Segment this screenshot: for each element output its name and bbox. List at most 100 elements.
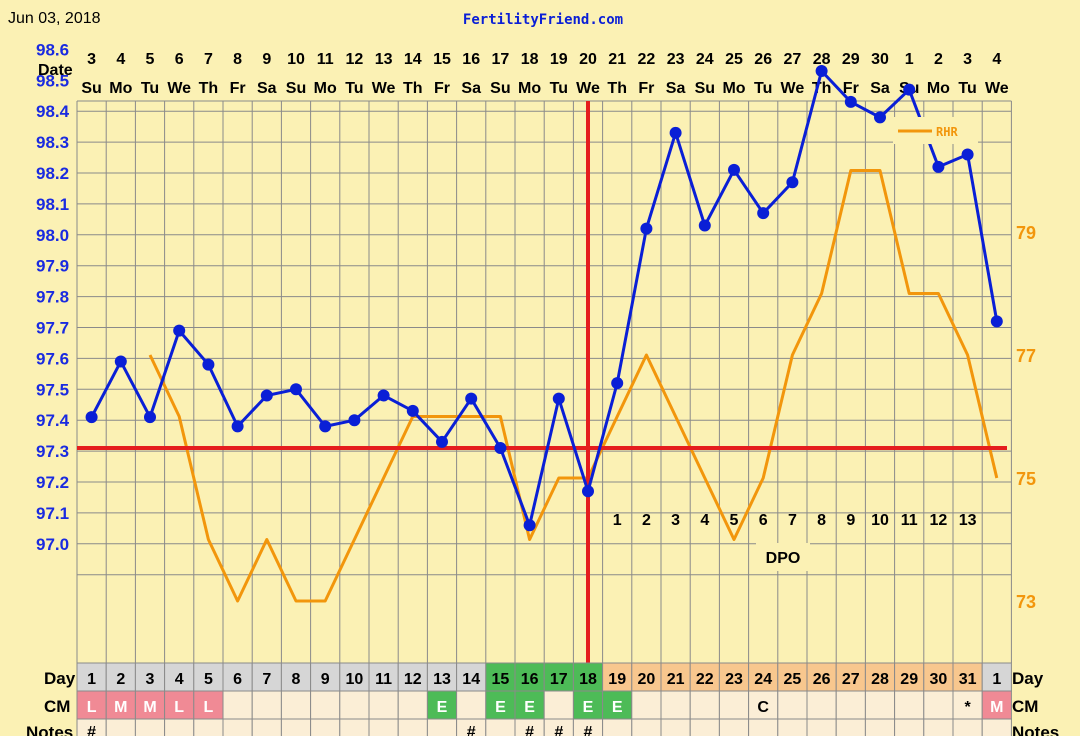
date-number: 20 <box>579 51 597 68</box>
notes-cell <box>339 718 370 736</box>
bbt-point <box>114 355 127 368</box>
bbt-point <box>961 148 974 161</box>
date-label: Date <box>38 62 73 79</box>
weekday: Th <box>403 80 423 97</box>
cycle-day-cell <box>952 662 983 692</box>
cm-label: E <box>524 699 535 716</box>
chart-date: Jun 03, 2018 <box>8 10 101 27</box>
grid <box>76 100 1012 664</box>
cycle-day-cell <box>339 662 370 692</box>
cm-row-label-right: CM <box>1012 697 1038 716</box>
notes-row-label: Notes <box>26 723 73 736</box>
cm-cell <box>835 690 866 720</box>
cycle-day-cell <box>514 662 545 692</box>
legend: RHR <box>893 117 978 144</box>
cycle-day-label: 7 <box>262 671 271 688</box>
cycle-day-label: 30 <box>930 671 948 688</box>
cm-row-label: CM <box>44 697 70 716</box>
weekday: Tu <box>550 80 568 97</box>
weekday: Fr <box>638 80 654 97</box>
cycle-day-label: 9 <box>321 671 330 688</box>
cycle-day-label: 6 <box>233 671 242 688</box>
cm-label: M <box>114 699 127 716</box>
date-number: 3 <box>963 51 972 68</box>
date-number: 4 <box>992 51 1001 68</box>
dpo-label: 2 <box>642 512 651 529</box>
notes-cell <box>894 718 925 736</box>
weekday: Sa <box>461 80 481 97</box>
left-tick-label: 97.5 <box>36 380 69 399</box>
cycle-day-cell <box>251 662 282 692</box>
notes-cell <box>251 718 282 736</box>
bbt-point <box>611 377 624 390</box>
bbt-point <box>202 358 215 371</box>
notes-cell <box>835 718 866 736</box>
cm-label: C <box>757 699 769 716</box>
bbt-point <box>523 519 536 532</box>
date-number: 9 <box>262 51 271 68</box>
dpo-label: 4 <box>700 512 709 529</box>
weekday: Su <box>81 80 101 97</box>
cm-label: E <box>583 699 594 716</box>
cm-cell <box>602 690 633 720</box>
cm-cell <box>193 690 224 720</box>
cm-cell <box>543 690 574 720</box>
cycle-day-label: 18 <box>579 671 597 688</box>
cycle-day-cell <box>981 662 1012 692</box>
notes-cell <box>105 718 136 736</box>
cycle-day-label: 10 <box>346 671 364 688</box>
cm-cell <box>426 690 458 720</box>
cm-cell <box>806 690 837 720</box>
date-number: 8 <box>233 51 242 68</box>
dpo-label: 3 <box>671 512 680 529</box>
date-number: 22 <box>638 51 656 68</box>
cm-cell <box>339 690 370 720</box>
weekday: Mo <box>722 80 745 97</box>
bbt-point <box>406 404 419 417</box>
cm-cell <box>310 690 341 720</box>
weekday: We <box>576 80 600 97</box>
cycle-day-label: 20 <box>638 671 656 688</box>
cm-cell <box>572 690 604 720</box>
right-tick-label: 75 <box>1016 469 1036 489</box>
notes-cell <box>952 718 983 736</box>
cycle-day-label: 1 <box>992 671 1001 688</box>
weekday: Sa <box>257 80 277 97</box>
notes-cell <box>193 718 224 736</box>
bbt-point <box>757 207 770 220</box>
cycle-day-label: 26 <box>813 671 831 688</box>
bbt-point <box>494 442 507 455</box>
weekday: Tu <box>958 80 976 97</box>
notes-cell <box>602 718 633 736</box>
cm-label: L <box>204 699 214 716</box>
notes-cell <box>222 718 253 736</box>
cycle-day-cell <box>923 662 954 692</box>
weekday: Sa <box>666 80 686 97</box>
bbt-line <box>90 69 999 527</box>
weekday: Th <box>199 80 219 97</box>
dpo-label: 12 <box>930 512 948 529</box>
date-number: 19 <box>550 51 568 68</box>
bbt-point <box>348 414 361 427</box>
date-number: 30 <box>871 51 889 68</box>
date-number: 4 <box>116 51 125 68</box>
notes-cell <box>806 718 837 736</box>
dpo-label: 13 <box>959 512 977 529</box>
cycle-day-label: 19 <box>608 671 626 688</box>
left-tick-label: 98.1 <box>36 195 69 214</box>
notes-cell <box>631 718 662 736</box>
cycle-day-cell <box>748 662 779 692</box>
cycle-day-cell <box>164 662 195 692</box>
cycle-day-cell <box>806 662 837 692</box>
cm-cell <box>981 690 1012 720</box>
left-tick-label: 98.4 <box>36 102 70 121</box>
bbt-point <box>144 411 156 424</box>
dpo-label: 11 <box>901 512 918 529</box>
notes-row-label-right: Notes <box>1012 723 1059 736</box>
notes-cell <box>718 718 750 736</box>
date-number: 7 <box>204 51 213 68</box>
cm-cell <box>777 690 808 720</box>
dpo-title-box <box>756 543 810 571</box>
cm-label: L <box>174 699 184 716</box>
